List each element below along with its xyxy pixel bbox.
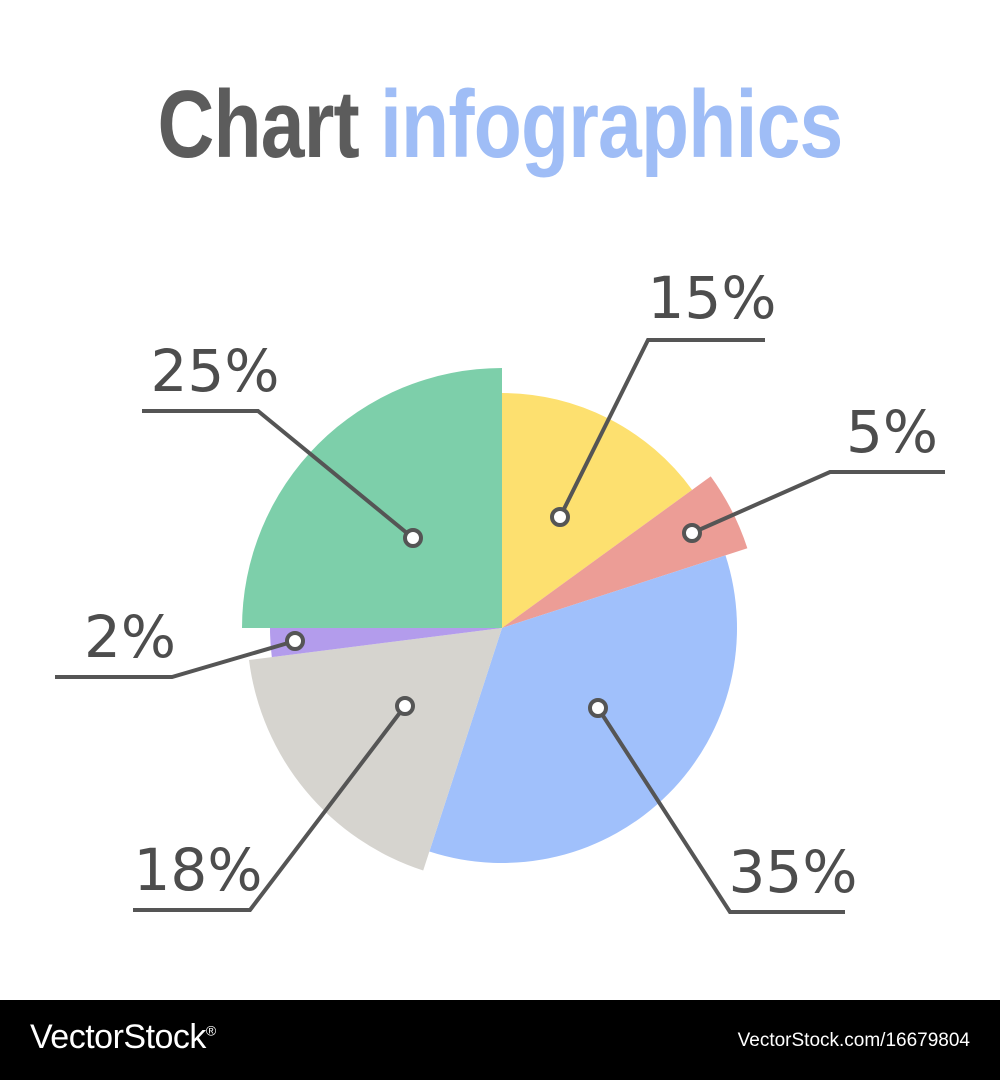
pie-slice-25pct bbox=[242, 368, 502, 628]
leader-line-25pct bbox=[142, 409, 415, 540]
leader-dot-2pct bbox=[285, 631, 305, 651]
leader-line-35pct bbox=[596, 706, 845, 914]
pie-chart: 15% 5% 35% 18% 2% 25% bbox=[55, 264, 945, 914]
leader-line-18pct bbox=[133, 704, 407, 912]
data-label-25pct: 25% bbox=[151, 337, 280, 405]
watermark-footer: VectorStock® VectorStock.com/16679804 bbox=[0, 1000, 1000, 1080]
title-word-infographics: infographics bbox=[379, 71, 843, 178]
leader-line-5pct bbox=[691, 470, 945, 535]
chart-title: Chart infographics bbox=[90, 70, 910, 180]
leader-dot-5pct bbox=[682, 523, 702, 543]
leader-line-2pct bbox=[55, 639, 296, 679]
pie-callouts: 15% 5% 35% 18% 2% 25% bbox=[55, 264, 945, 914]
data-label-5pct: 5% bbox=[846, 398, 938, 466]
pie-slices bbox=[242, 368, 748, 871]
pie-slice-35pct bbox=[429, 555, 737, 863]
leader-line-15pct bbox=[558, 338, 765, 518]
data-label-18pct: 18% bbox=[134, 836, 263, 904]
footer-brand: VectorStock® bbox=[30, 1018, 216, 1056]
pie-slice-18pct bbox=[249, 628, 502, 871]
pie-slice-2pct bbox=[270, 628, 502, 658]
pie-slice-5pct bbox=[502, 476, 748, 628]
data-label-2pct: 2% bbox=[84, 603, 176, 671]
footer-reference: VectorStock.com/16679804 bbox=[737, 1030, 970, 1051]
leader-dot-25pct bbox=[403, 528, 423, 548]
data-label-15pct: 15% bbox=[648, 264, 777, 332]
chart-canvas: Chart infographics 15% 5% 35% 18% 2% 25% bbox=[55, 70, 945, 914]
data-label-35pct: 35% bbox=[729, 838, 858, 906]
leader-dot-35pct bbox=[588, 698, 608, 718]
leader-dot-18pct bbox=[395, 696, 415, 716]
pie-slice-15pct bbox=[502, 393, 693, 628]
leader-dot-15pct bbox=[550, 507, 570, 527]
title-word-chart: Chart bbox=[157, 71, 359, 178]
